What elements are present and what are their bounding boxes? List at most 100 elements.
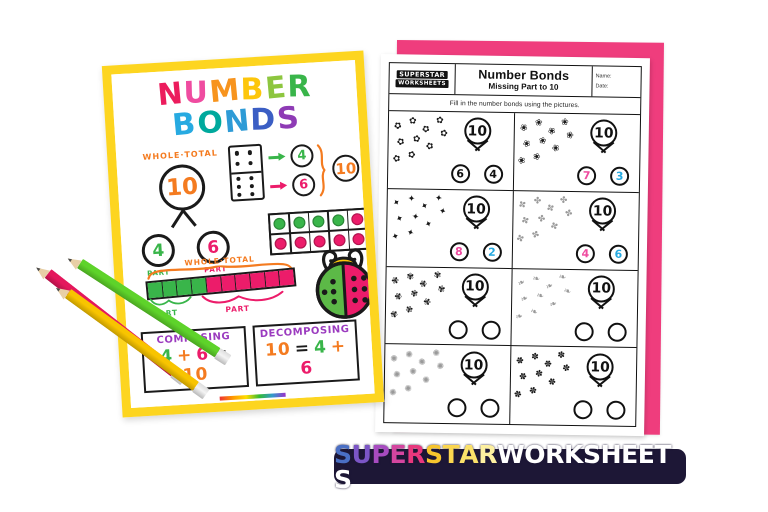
worksheet-problem-cell[interactable]: ❀ ❀ ❀ ❀ ❀ ❀ ❀ ❀ ❀ ❀ 10 7 3 bbox=[513, 113, 641, 193]
whole-circle: 10 bbox=[157, 163, 207, 212]
title-letter: B bbox=[240, 71, 266, 108]
picture-item-icon: ✾ bbox=[409, 289, 420, 301]
picture-item-icon: ✺ bbox=[405, 349, 414, 361]
picture-item-icon: ✦ bbox=[419, 200, 431, 214]
yellow-pencil bbox=[56, 287, 210, 399]
picture-item-icon: ✦ bbox=[433, 193, 443, 204]
worksheet-problem-cell[interactable]: ✦ ✦ ✦ ✦ ✦ ✦ ✦ ✦ ✦ ✦ 10 8 2 bbox=[386, 188, 514, 269]
worksheet-brand-logo: SUPERSTAR WORKSHEETS bbox=[389, 63, 456, 95]
logo-letter: T bbox=[654, 439, 672, 469]
answer-circle-left[interactable] bbox=[574, 321, 594, 342]
picture-item-icon: ❀ bbox=[534, 118, 543, 130]
title-letter: N bbox=[222, 102, 253, 141]
picture-item-icon: ✦ bbox=[391, 197, 404, 211]
picture-item-icon: ✺ bbox=[387, 387, 399, 400]
answer-circle-left[interactable] bbox=[448, 319, 468, 340]
number-bond-answer[interactable]: 10 bbox=[443, 273, 506, 340]
picture-item-icon: ❀ bbox=[521, 137, 533, 151]
logo-letter: E bbox=[637, 439, 655, 469]
title-letter: R bbox=[286, 69, 313, 105]
answer-circle-right[interactable]: 3 bbox=[609, 166, 630, 187]
ten-frame-cell bbox=[269, 214, 289, 234]
equation-term: 4 bbox=[313, 337, 328, 358]
answer-circle-left[interactable] bbox=[573, 400, 593, 420]
ten-frame-counter bbox=[292, 216, 306, 230]
domino-top-half bbox=[229, 145, 262, 175]
picture-item-icon: ✽ bbox=[542, 358, 555, 372]
logo-letter: S bbox=[582, 439, 601, 469]
name-field-label[interactable]: Name: bbox=[595, 73, 612, 80]
title-letter: N bbox=[155, 75, 186, 114]
answer-circle-left[interactable]: 6 bbox=[450, 164, 470, 184]
answer-circle-right[interactable]: 6 bbox=[608, 244, 629, 265]
logo-letter: K bbox=[563, 439, 583, 469]
picture-item-icon: ❧ bbox=[558, 272, 568, 284]
number-bond-answer[interactable]: 10 bbox=[442, 351, 505, 419]
picture-item-icon: ✽ bbox=[514, 355, 527, 368]
picture-item-icon: ❀ bbox=[518, 121, 530, 135]
number-bonds-worksheet[interactable]: SUPERSTAR WORKSHEETS Number Bonds Missin… bbox=[375, 54, 650, 437]
number-bonds-poster[interactable]: NUMBER BONDS WHOLE·TOTAL 10 4 6 PART PAR… bbox=[101, 50, 385, 418]
logo-letter: U bbox=[351, 439, 372, 469]
domino-part-top: 4 bbox=[289, 143, 315, 169]
picture-item-icon: ✦ bbox=[404, 227, 416, 240]
domino-bottom-half bbox=[231, 173, 262, 200]
worksheet-problem-cell[interactable]: ❧ ❧ ❧ ❧ ❧ ❧ ❧ ❧ ❧ ❧ 10 bbox=[510, 268, 638, 349]
picture-item-icon: ✦ bbox=[394, 213, 406, 227]
ten-frame-cell bbox=[348, 209, 368, 229]
bar-segment-green bbox=[176, 279, 193, 296]
worksheet-problem-cell[interactable]: ✺ ✺ ✺ ✺ ✺ ✺ ✺ ✺ ✺ ✺ 10 bbox=[384, 344, 511, 425]
worksheet-problem-cell[interactable]: ✾ ✾ ✾ ✾ ✾ ✾ ✾ ✾ ✾ ✾ 10 bbox=[385, 266, 513, 347]
answer-circle-right[interactable] bbox=[481, 320, 501, 340]
answer-circle-right[interactable] bbox=[479, 398, 500, 419]
title-letter: E bbox=[263, 69, 289, 107]
answer-circle-left[interactable]: 7 bbox=[576, 166, 597, 186]
worksheet-header: SUPERSTAR WORKSHEETS Number Bonds Missin… bbox=[389, 63, 641, 99]
answer-circle-left[interactable]: 8 bbox=[449, 242, 469, 262]
logo-letter: R bbox=[406, 439, 425, 469]
answer-circle-left[interactable] bbox=[446, 398, 467, 418]
picture-item-icon: ✽ bbox=[517, 371, 529, 384]
answer-circle-left[interactable]: 4 bbox=[575, 244, 596, 264]
logo-letter: R bbox=[545, 439, 564, 469]
title-letter: O bbox=[196, 105, 225, 142]
worksheet-problem-cell[interactable]: ✽ ✽ ✽ ✽ ✽ ✽ ✽ ✽ ✽ ✽ 10 bbox=[510, 346, 637, 426]
number-bond-answer[interactable]: 10 4 6 bbox=[571, 197, 634, 265]
picture-item-icon: ✾ bbox=[432, 270, 442, 282]
logo-letter: S bbox=[334, 464, 352, 494]
date-field-label[interactable]: Date: bbox=[595, 83, 609, 90]
number-bond-answer[interactable]: 10 7 3 bbox=[572, 119, 635, 187]
answer-circle-right[interactable] bbox=[606, 400, 626, 421]
picture-item-icon: ✽ bbox=[557, 350, 566, 362]
logo-letter: T bbox=[442, 439, 460, 469]
answer-circle-right[interactable]: 2 bbox=[482, 242, 502, 263]
domino-dot bbox=[249, 175, 254, 181]
picture-item-icon: ✽ bbox=[530, 351, 539, 363]
bar-segment-green bbox=[191, 277, 208, 295]
domino-part-bottom: 6 bbox=[291, 172, 316, 197]
picture-item-icon: ✽ bbox=[534, 369, 544, 381]
worksheet-problem-cell[interactable]: ✤ ✤ ✤ ✤ ✤ ✤ ✤ ✤ ✤ ✤ 10 4 6 bbox=[512, 190, 639, 271]
number-bond-answer[interactable]: 10 6 4 bbox=[445, 117, 508, 185]
pink-pencil bbox=[36, 267, 189, 385]
number-bond-answer[interactable]: 10 8 2 bbox=[444, 195, 507, 263]
picture-item-icon: ❀ bbox=[531, 151, 542, 164]
answer-circle-right[interactable] bbox=[607, 322, 627, 342]
worksheet-problem-cell[interactable]: ✿ ✿ ✿ ✿ ✿ ✿ ✿ ✿ ✿ ✿ 10 6 4 bbox=[387, 111, 515, 191]
picture-item-icon: ✿ bbox=[435, 115, 444, 127]
number-bond-answer[interactable]: 10 bbox=[570, 275, 633, 342]
logo-letter: R bbox=[478, 439, 498, 469]
domino-dot bbox=[249, 183, 255, 189]
title-letter: D bbox=[250, 102, 278, 138]
arrow-to-part-top bbox=[268, 155, 284, 160]
picture-item-icon: ✿ bbox=[405, 149, 417, 162]
picture-item-icon: ✾ bbox=[406, 272, 415, 283]
bar-part-label-right: PART bbox=[225, 303, 251, 315]
answer-circle-right[interactable]: 4 bbox=[483, 165, 503, 185]
picture-item-icon: ✤ bbox=[559, 195, 569, 206]
worksheet-title-block: Number Bonds Missing Part to 10 bbox=[455, 64, 593, 97]
picture-item-icon: ✽ bbox=[547, 376, 558, 389]
number-bond-answer[interactable]: 10 bbox=[568, 353, 631, 421]
picture-item-icon: ❀ bbox=[550, 142, 562, 155]
logo-letter: O bbox=[524, 439, 546, 469]
